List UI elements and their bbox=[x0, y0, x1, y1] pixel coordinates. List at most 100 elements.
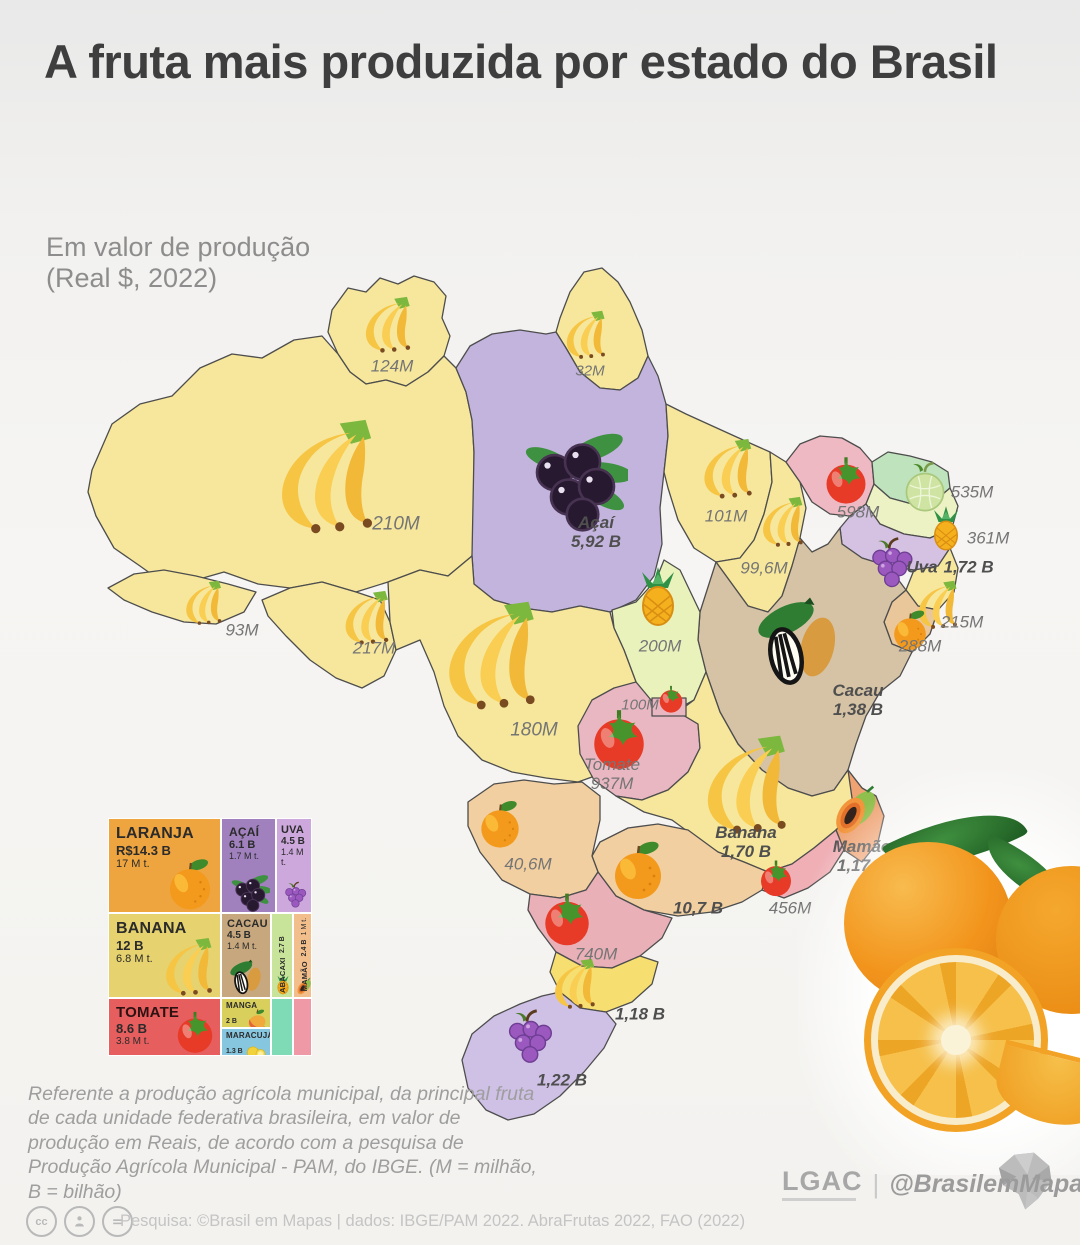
legend-fruit-name: UVA bbox=[281, 824, 305, 836]
legend-fruit-name: AÇAÍ bbox=[229, 825, 260, 839]
state-value-label: 1,22 B bbox=[536, 1070, 588, 1090]
state-value-label: 93M bbox=[225, 620, 259, 640]
state-value-label: Banana 1,70 B bbox=[715, 822, 777, 861]
legend-value: 2.4 B bbox=[301, 939, 308, 957]
state-value-label: 215M bbox=[940, 612, 984, 632]
legend-fruit-name: ABACAXI bbox=[278, 957, 287, 993]
legend-tons: 6.8 M t. bbox=[116, 953, 153, 965]
legend-block-abacaxi: ABACAXI 2.7 B 2.4 M t. bbox=[271, 913, 293, 998]
page-title: A fruta mais produzida por estado do Bra… bbox=[44, 35, 998, 88]
tomato-icon bbox=[820, 454, 872, 506]
state-value-label: 361M bbox=[966, 528, 1010, 548]
state-value-label: 288M bbox=[898, 636, 942, 656]
state-value-label: 535M bbox=[950, 482, 994, 502]
legend-block-banana: BANANA 12 B 6.8 M t. bbox=[108, 913, 221, 998]
methodology-note: Referente a produção agrícola municipal,… bbox=[28, 1083, 537, 1203]
state-value-label: 124M bbox=[370, 356, 414, 376]
state-value-label: Uva 1,72 B bbox=[906, 557, 994, 577]
orange-icon bbox=[474, 798, 526, 850]
legend-value: 4.5 B bbox=[281, 836, 305, 847]
legend-tons: 1 M t. bbox=[301, 918, 308, 936]
attribution-person-icon bbox=[64, 1206, 95, 1237]
legend-block-other-2 bbox=[293, 998, 312, 1056]
legend-value: 4.5 B bbox=[227, 930, 251, 941]
state-value-label: 100M bbox=[621, 696, 659, 714]
legend-tons: 1.4 M t. bbox=[227, 941, 258, 951]
tomato-icon bbox=[538, 890, 596, 948]
grape-icon bbox=[498, 1006, 560, 1068]
banana-icon bbox=[266, 418, 384, 536]
pineapple-icon bbox=[626, 564, 690, 628]
legend-tons: 17 M t. bbox=[116, 858, 150, 870]
credits-line: Pesquisa: ©Brasil em Mapas | dados: IBGE… bbox=[120, 1212, 746, 1230]
branding-bar: LGAC | @BrasilemMapas bbox=[782, 1168, 1080, 1201]
legend-fruit-name: BANANA bbox=[116, 920, 187, 937]
legend-fruit-name: MANGA bbox=[226, 1001, 258, 1010]
tomato-icon bbox=[656, 684, 686, 714]
brand-name: LGAC bbox=[782, 1166, 863, 1196]
grape-icon bbox=[280, 880, 310, 910]
legend-block-tomate: TOMATE 8.6 B 3.8 M t. bbox=[108, 998, 221, 1056]
state-rio-grande-do-sul bbox=[461, 991, 617, 1121]
state-value-label: 740M bbox=[574, 944, 618, 964]
license-icons: cc bbox=[26, 1206, 133, 1237]
state-value-label: Tomate 937M bbox=[583, 754, 641, 793]
legend-value: 1.3 B bbox=[226, 1048, 243, 1055]
legend-fruit-name: LARANJA bbox=[116, 825, 194, 842]
state-value-label: Cacau 1,38 B bbox=[832, 680, 884, 719]
pineapple-icon bbox=[922, 504, 970, 552]
state-value-label: 99,6M bbox=[740, 558, 788, 578]
state-value-label: 10,7 B bbox=[672, 898, 724, 918]
brand-tagline-bar bbox=[782, 1198, 856, 1201]
legend-block-laranja: LARANJA R$14.3 B 17 M t. bbox=[108, 818, 221, 913]
state-rondonia bbox=[261, 581, 397, 689]
subtitle-line2: (Real $, 2022) bbox=[46, 263, 218, 294]
banana-icon bbox=[180, 580, 226, 626]
orange-wedge bbox=[989, 1039, 1080, 1136]
banana-icon bbox=[560, 310, 610, 360]
legend-value: 12 B bbox=[116, 938, 144, 953]
state-value-label: 32M bbox=[575, 362, 605, 380]
legend-fruit-name: MARACUJÁ bbox=[226, 1031, 271, 1040]
orange-icon bbox=[606, 838, 670, 902]
tomato-icon bbox=[756, 858, 796, 898]
legend-value: 2 B bbox=[226, 1018, 237, 1025]
oranges-photo bbox=[798, 770, 1080, 1175]
state-value-label: 40,6M bbox=[504, 854, 552, 874]
brand-lockup: LGAC bbox=[782, 1168, 863, 1201]
cacao-icon bbox=[227, 959, 265, 997]
state-value-label: 180M bbox=[510, 719, 558, 741]
legend-value: 8.6 B bbox=[116, 1021, 148, 1036]
legend-block-uva: UVA 4.5 B 1.4 M t. bbox=[276, 818, 312, 913]
state-value-label: 1,18 B bbox=[614, 1004, 666, 1024]
state-value-label: 101M bbox=[704, 506, 748, 526]
banana-icon bbox=[548, 958, 600, 1010]
legend-tons: 3.8 M t. bbox=[116, 1036, 150, 1047]
state-value-label: Açaí 5,92 B bbox=[570, 512, 622, 551]
legend-fruit-name: TOMATE bbox=[116, 1004, 180, 1021]
legend-block-other-1 bbox=[271, 998, 293, 1056]
social-handle: @BrasilemMapas bbox=[889, 1170, 1080, 1198]
page-subtitle: Em valor de produção (Real $, 2022) bbox=[46, 232, 310, 294]
banana-icon bbox=[434, 600, 546, 712]
banana-icon bbox=[694, 734, 796, 836]
legend-block-cacau: CACAU 4.5 B 1.4 M t. bbox=[221, 913, 271, 998]
legend-tons: 1.7 M t. bbox=[229, 851, 260, 861]
banana-icon bbox=[358, 296, 416, 354]
legend-tons: 1.4 M t. bbox=[281, 847, 304, 867]
state-value-label: 200M bbox=[638, 636, 682, 656]
brand-divider: | bbox=[872, 1169, 880, 1199]
cc-icon: cc bbox=[26, 1206, 57, 1237]
legend-fruit-name: MAMÃO bbox=[300, 961, 309, 992]
state-value-label: 210M bbox=[372, 513, 420, 535]
legend-block-acai: AÇAÍ 6.1 B 1.7 M t. bbox=[221, 818, 276, 913]
legend-value: 6.1 B bbox=[229, 839, 256, 851]
state-value-label: 598M bbox=[836, 502, 880, 522]
subtitle-line1: Em valor de produção bbox=[46, 232, 311, 262]
value-treemap-legend: LARANJA R$14.3 B 17 M t. AÇAÍ 6.1 B 1.7 M t.… bbox=[108, 818, 312, 1056]
acai-icon bbox=[228, 870, 270, 912]
banana-icon bbox=[696, 438, 758, 500]
